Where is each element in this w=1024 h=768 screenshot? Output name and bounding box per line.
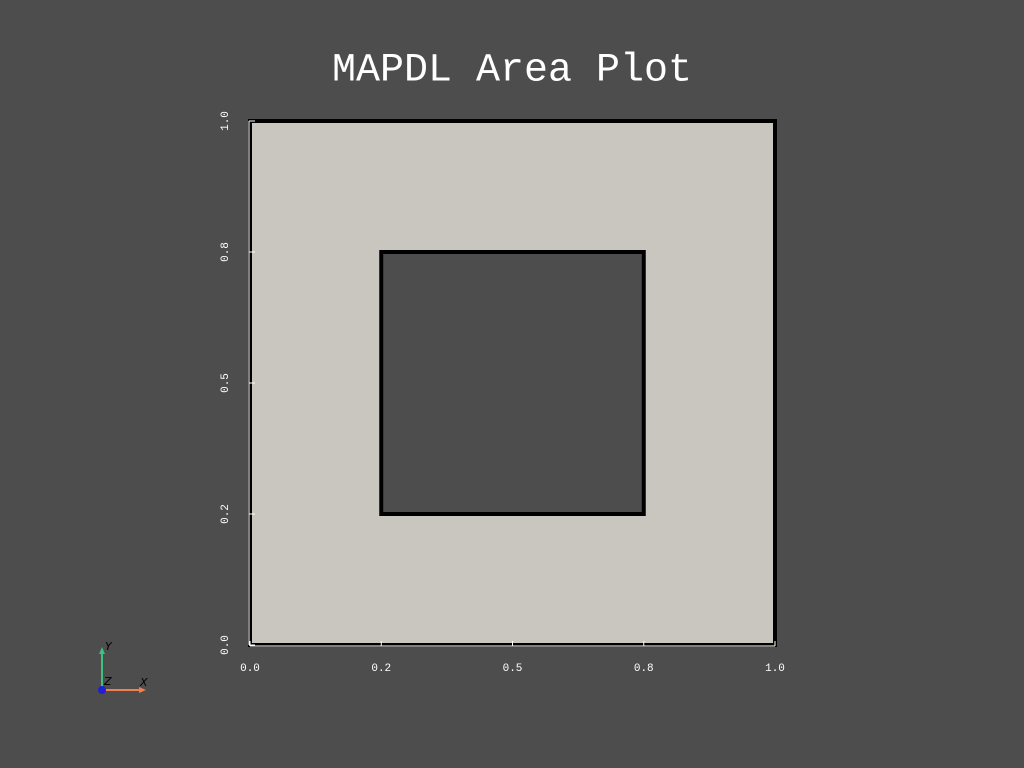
y-tick-label: 0.8	[220, 242, 232, 262]
y-arrow-head	[99, 647, 105, 654]
x-label: X	[139, 676, 148, 689]
y-tick-label: 0.5	[220, 373, 232, 393]
x-tick-label: 0.0	[240, 663, 260, 675]
chart-title: MAPDL Area Plot	[332, 49, 692, 94]
y-tick-label: 0.0	[220, 635, 232, 655]
y-tick-label: 0.2	[220, 504, 232, 524]
orientation-widget: X Y Z	[98, 640, 148, 694]
x-tick-label: 1.0	[765, 663, 785, 675]
region	[379, 250, 646, 516]
x-tick-label: 0.8	[634, 663, 654, 675]
z-label: Z	[103, 675, 112, 688]
y-label: Y	[105, 640, 113, 653]
z-dot	[98, 686, 106, 694]
x-tick-label: 0.2	[371, 663, 391, 675]
x-tick-label: 0.5	[503, 663, 523, 675]
y-tick-label: 1.0	[220, 111, 232, 131]
x-arrow-head	[139, 687, 146, 693]
